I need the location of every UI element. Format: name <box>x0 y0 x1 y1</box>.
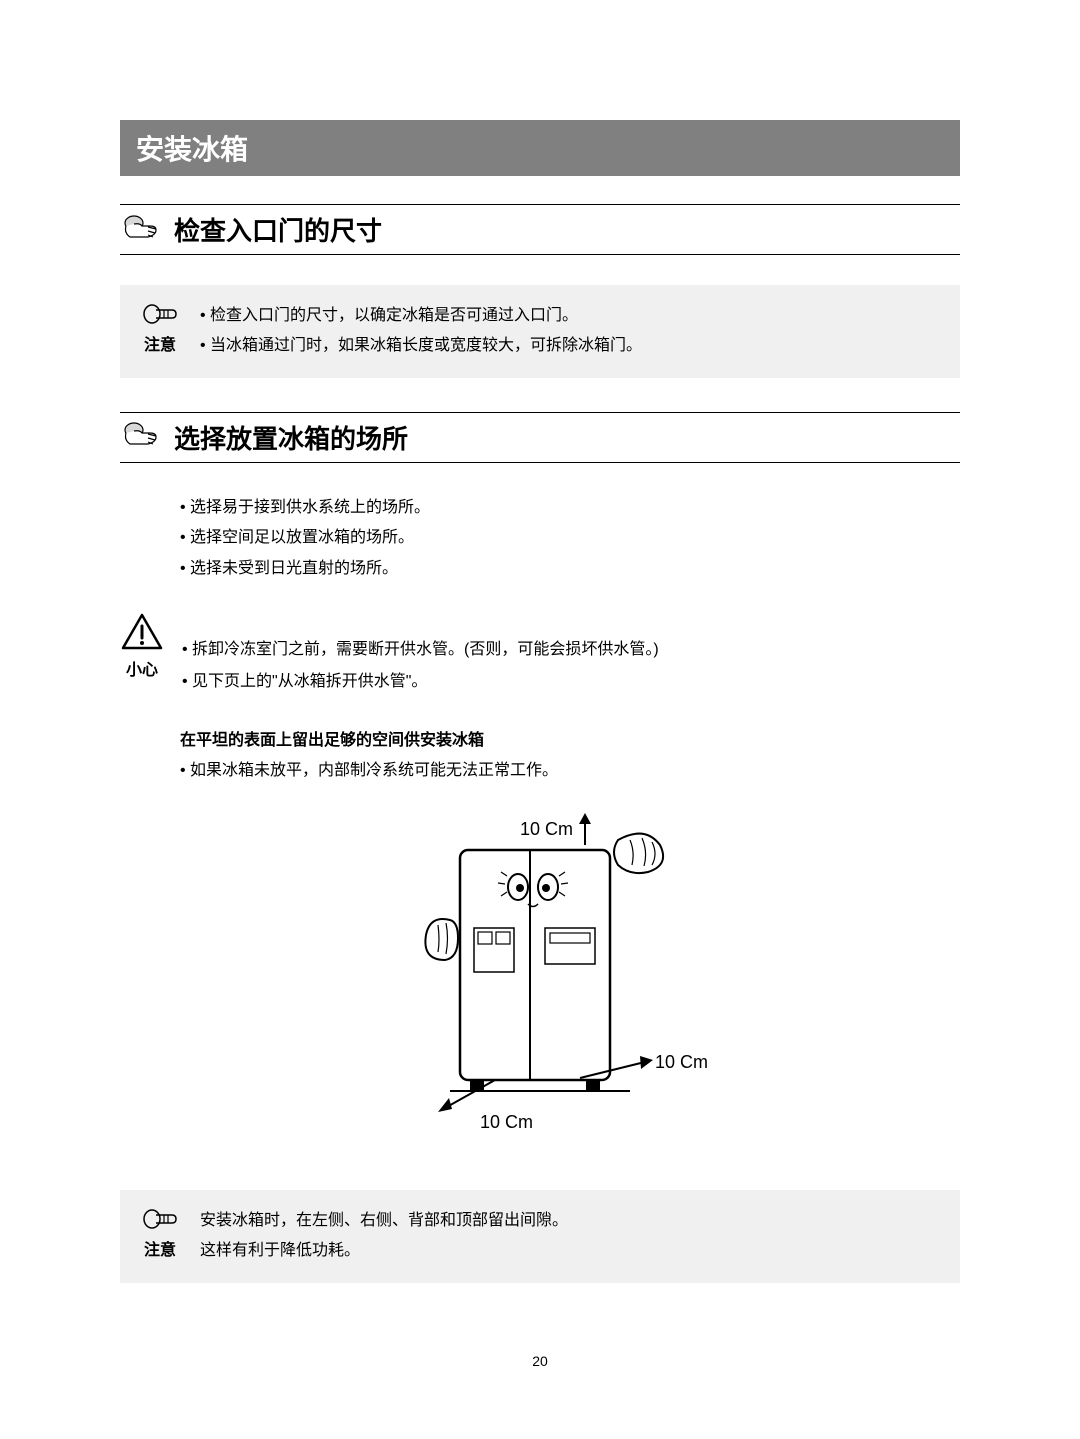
bullet-item: • 选择空间足以放置冰箱的场所。 <box>180 523 960 553</box>
caution-label: 小心 <box>126 656 158 680</box>
section2-bullets: • 选择易于接到供水系统上的场所。 • 选择空间足以放置冰箱的场所。 • 选择未… <box>180 493 960 584</box>
space-heading: 在平坦的表面上留出足够的空间供安装冰箱 <box>180 726 960 750</box>
note-hand-icon <box>142 1206 178 1232</box>
clearance-diagram: 10 Cm <box>120 810 960 1130</box>
fridge-clearance-illustration: 10 Cm <box>350 810 730 1130</box>
section1-header: 检查入口门的尺寸 <box>120 204 960 255</box>
warning-triangle-icon <box>120 612 164 652</box>
section1-title: 检查入口门的尺寸 <box>174 211 382 248</box>
diagram-top-label: 10 Cm <box>520 819 573 839</box>
caution-line: • 拆卸冷冻室门之前，需要断开供水管。(否则，可能会损坏供水管。) <box>182 634 659 666</box>
notice1-label: 注意 <box>144 331 176 355</box>
caution-content: • 拆卸冷冻室门之前，需要断开供水管。(否则，可能会损坏供水管。) • 见下页上… <box>182 612 659 698</box>
section2-title: 选择放置冰箱的场所 <box>174 419 408 456</box>
bullet-item: • 选择未受到日光直射的场所。 <box>180 554 960 584</box>
notice2-content: 安装冰箱时，在左侧、右侧、背部和顶部留出间隙。 这样有利于降低功耗。 <box>200 1206 568 1267</box>
document-page: 安装冰箱 检查入口门的尺寸 注意 • 检查入口门的尺寸，以确定冰箱是否可通过入口… <box>0 0 1080 1377</box>
diagram-right-label: 10 Cm <box>655 1052 708 1072</box>
bullet-item: • 选择易于接到供水系统上的场所。 <box>180 493 960 523</box>
notice2-icon-wrap: 注意 <box>138 1206 182 1267</box>
title-bar: 安装冰箱 <box>120 120 960 176</box>
notice2-block: 注意 安装冰箱时，在左侧、右侧、背部和顶部留出间隙。 这样有利于降低功耗。 <box>120 1190 960 1283</box>
notice1-content: • 检查入口门的尺寸，以确定冰箱是否可通过入口门。 • 当冰箱通过门时，如果冰箱… <box>200 301 642 362</box>
pointing-hand-icon <box>120 213 160 247</box>
notice1-line: • 检查入口门的尺寸，以确定冰箱是否可通过入口门。 <box>200 301 642 331</box>
space-subline: • 如果冰箱未放平，内部制冷系统可能无法正常工作。 <box>180 756 960 780</box>
notice2-label: 注意 <box>144 1236 176 1260</box>
notice1-block: 注意 • 检查入口门的尺寸，以确定冰箱是否可通过入口门。 • 当冰箱通过门时，如… <box>120 285 960 378</box>
notice1-line: • 当冰箱通过门时，如果冰箱长度或宽度较大，可拆除冰箱门。 <box>200 331 642 361</box>
notice2-line: 安装冰箱时，在左侧、右侧、背部和顶部留出间隙。 <box>200 1206 568 1236</box>
caution-icon-wrap: 小心 <box>120 612 164 698</box>
pointing-hand-icon <box>120 420 160 454</box>
page-number: 20 <box>0 1353 1080 1369</box>
notice2-line: 这样有利于降低功耗。 <box>200 1236 568 1266</box>
note-hand-icon <box>142 301 178 327</box>
diagram-left-label: 10 Cm <box>480 1112 533 1130</box>
notice1-icon-wrap: 注意 <box>138 301 182 362</box>
section2-header: 选择放置冰箱的场所 <box>120 412 960 463</box>
caution-line: • 见下页上的"从冰箱拆开供水管"。 <box>182 666 659 698</box>
caution-block: 小心 • 拆卸冷冻室门之前，需要断开供水管。(否则，可能会损坏供水管。) • 见… <box>120 612 960 698</box>
